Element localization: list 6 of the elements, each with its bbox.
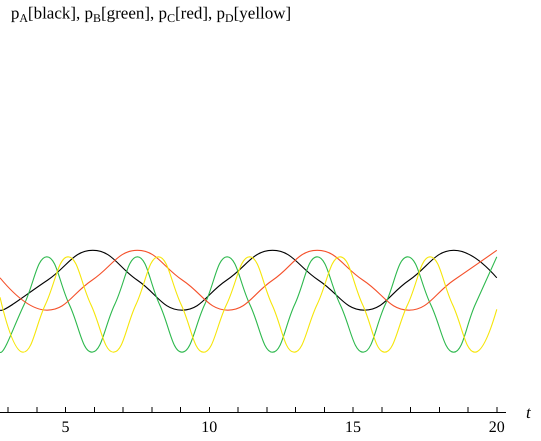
x-tick-label: 15 [345,419,362,436]
x-tick-label: 10 [201,419,218,436]
chart-title: p$_{A}$[black], p$_{B}$[green], p$_{C}$[red], p$_{D}$[yellow] [10,4,292,26]
x-axis-title: t [526,403,532,422]
x-tick-label: 20 [488,419,505,436]
x-tick-label: 5 [62,419,70,436]
